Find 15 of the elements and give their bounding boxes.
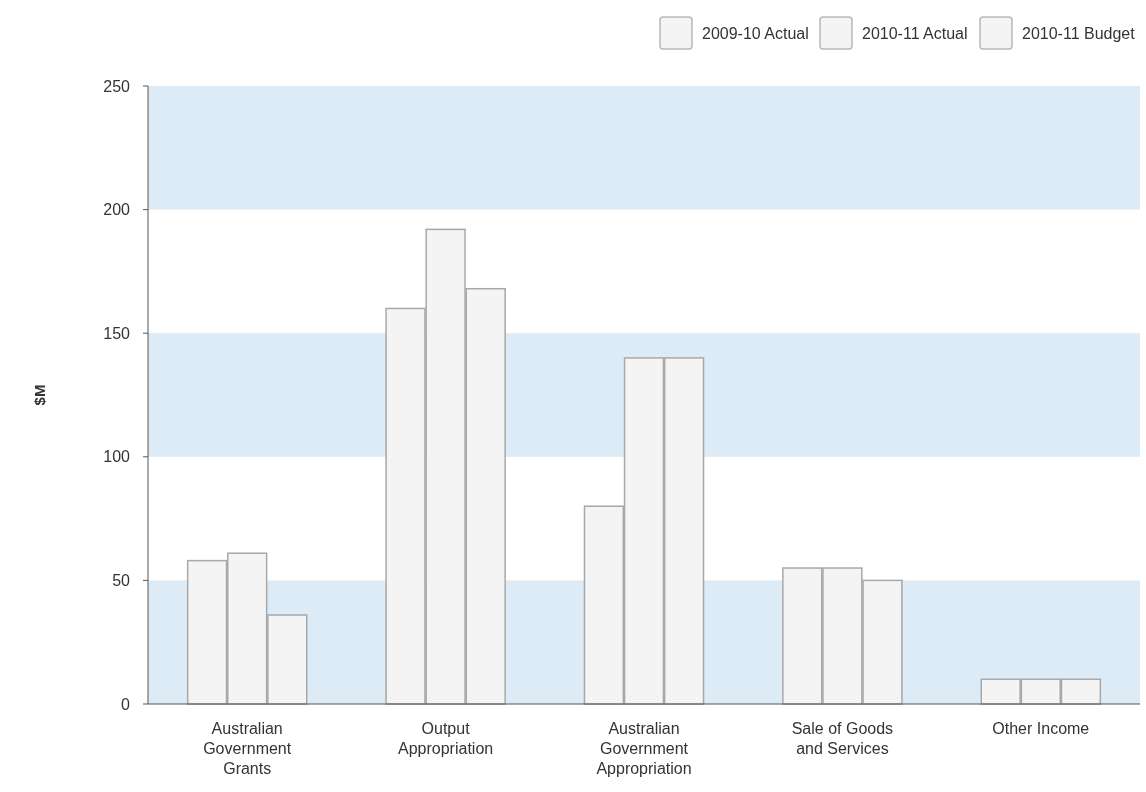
y-tick-label: 100 bbox=[103, 448, 131, 466]
y-tick-label: 200 bbox=[103, 201, 131, 219]
x-tick-label: Other Income bbox=[992, 720, 1090, 737]
x-tick-label: Output Appropriation bbox=[398, 720, 494, 757]
y-tick-label: 0 bbox=[121, 695, 131, 713]
y-tick-label: 250 bbox=[103, 77, 131, 95]
y-axis-title: $M bbox=[31, 384, 48, 406]
legend-label: 2010-11 Budget bbox=[1022, 24, 1136, 42]
legend-label: 2009-10 Actual bbox=[702, 24, 809, 42]
x-tick-label: Australian Government Appropriation bbox=[596, 720, 692, 777]
y-tick-label: 150 bbox=[103, 324, 131, 342]
x-tick-label: Australian Government Grants bbox=[203, 720, 292, 777]
legend-label: 2010-11 Actual bbox=[862, 24, 968, 42]
y-tick-label: 50 bbox=[112, 572, 131, 589]
x-tick-label: Sale of Goods and Services bbox=[791, 720, 894, 757]
